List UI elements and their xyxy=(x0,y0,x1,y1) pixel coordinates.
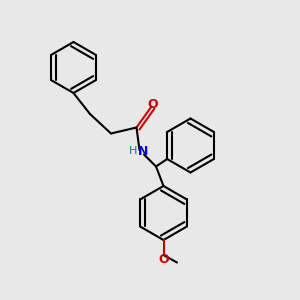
Text: O: O xyxy=(158,253,169,266)
Text: H: H xyxy=(129,146,137,157)
Text: N: N xyxy=(138,145,148,158)
Text: O: O xyxy=(148,98,158,111)
